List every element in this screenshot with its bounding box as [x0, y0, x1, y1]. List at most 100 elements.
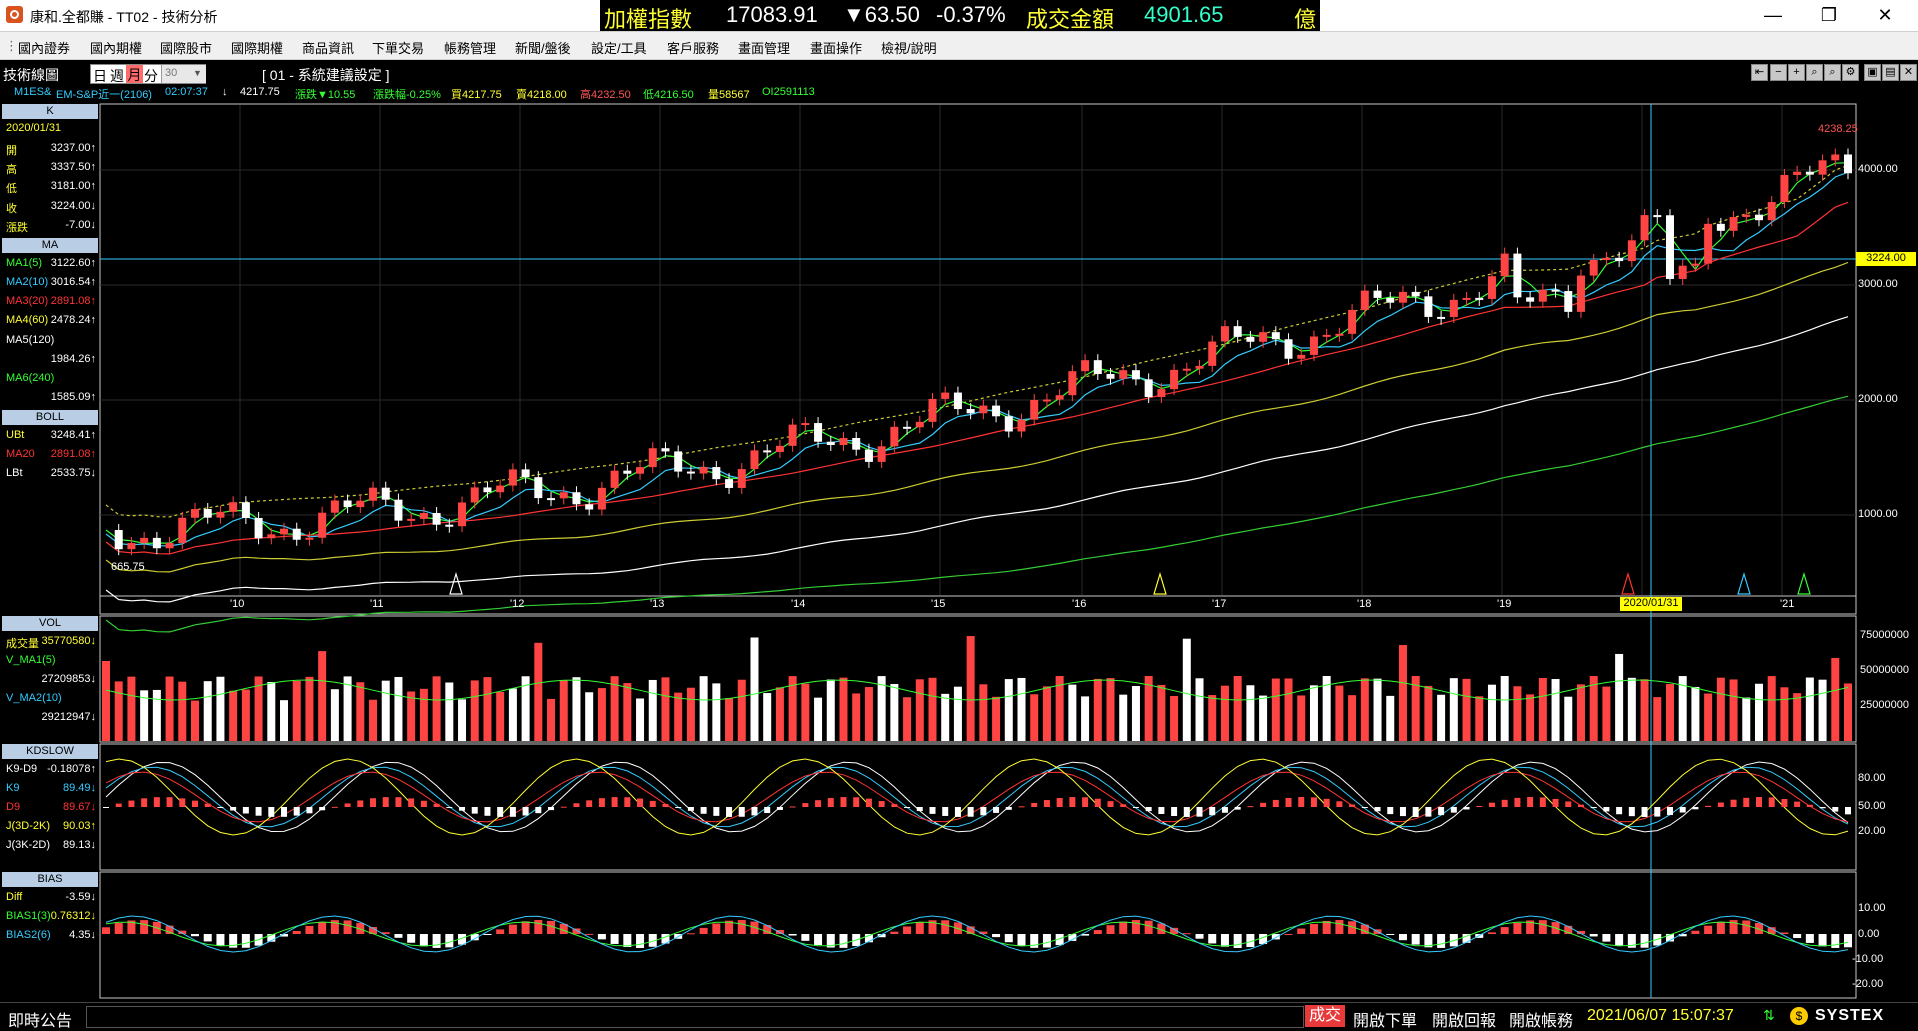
brand-logo: SYSTEX: [1815, 1007, 1885, 1024]
menu-item[interactable]: 商品資訊: [302, 41, 355, 56]
menu-item[interactable]: 國際期權: [231, 41, 284, 56]
open-order-button[interactable]: 開啟下單: [1353, 1013, 1418, 1030]
kd-hist-bar: [815, 800, 822, 807]
candle-body: [1437, 316, 1446, 319]
menu-item[interactable]: 畫面管理: [738, 41, 791, 56]
menu-item[interactable]: 國際股市: [160, 41, 213, 56]
chevron-down-icon: ▼: [193, 68, 202, 78]
low-price: 低4216.50: [643, 89, 694, 101]
minute-select[interactable]: 30 ▼: [161, 65, 206, 83]
menu-item[interactable]: 設定/工具: [591, 41, 647, 56]
candle-body: [1538, 289, 1547, 302]
bias-bar: [1220, 934, 1229, 947]
bias-bar: [1589, 934, 1598, 937]
candle-body: [801, 423, 810, 426]
minimize-button[interactable]: —: [1764, 5, 1782, 25]
bias-bar: [1386, 934, 1395, 935]
candle-body: [127, 543, 136, 550]
volume-bar: [1589, 676, 1598, 741]
x-axis-label: '11: [370, 598, 384, 610]
magnify-icon[interactable]: ⌕: [1824, 64, 1841, 81]
kd-hist-bar: [1565, 801, 1572, 807]
bias-bar: [1081, 934, 1090, 936]
kd-hist-bar: [115, 803, 122, 807]
menu-item[interactable]: 畫面操作: [810, 41, 863, 56]
current-price-marker: 3224.00: [1856, 252, 1916, 266]
k-panel-header: K: [2, 104, 98, 119]
zoom-minus-icon[interactable]: −: [1770, 64, 1787, 81]
j2-line: [105, 761, 1849, 833]
k9-value: 89.49↓: [62, 782, 96, 794]
candle-body: [1322, 334, 1331, 337]
candle-body: [979, 405, 988, 414]
period-minute-button[interactable]: 分: [144, 68, 158, 84]
close-button[interactable]: ✕: [1877, 5, 1893, 25]
bias-bar: [343, 920, 352, 934]
menu-item[interactable]: 新聞/盤後: [515, 41, 571, 56]
volume-bar: [864, 687, 873, 741]
volume-bar: [1017, 677, 1026, 741]
candle-body: [470, 487, 479, 503]
close-icon[interactable]: ✕: [1900, 64, 1917, 81]
volume-bar: [521, 676, 530, 741]
bias-bar: [890, 931, 899, 934]
menu-item[interactable]: 客戶服務: [667, 41, 720, 56]
volume-bar: [1004, 679, 1013, 741]
candle-body: [1742, 214, 1751, 217]
candle-body: [254, 517, 263, 539]
settings-icon[interactable]: ⚙: [1842, 64, 1859, 81]
menu-item[interactable]: 下單交易: [372, 41, 425, 56]
menu-item[interactable]: 檢視/說明: [881, 41, 937, 56]
candle-body: [1678, 265, 1687, 279]
volume-bar: [318, 651, 327, 741]
candle-body: [508, 469, 517, 486]
boll-lower-value: 2533.75↓: [50, 467, 96, 479]
bias1-label: BIAS1(3): [6, 910, 51, 922]
open-report-button[interactable]: 開啟回報: [1432, 1013, 1497, 1030]
move-left-icon[interactable]: ⇤: [1751, 64, 1768, 81]
bias-bar: [623, 934, 632, 948]
candle-body: [1157, 389, 1166, 398]
save-icon[interactable]: ▣: [1864, 64, 1881, 81]
kd-hist-bar: [1450, 807, 1457, 813]
vol-axis-tick: 25000000: [1860, 699, 1909, 711]
announcement-label[interactable]: 即時公告: [8, 1013, 73, 1030]
volume-bar: [292, 680, 301, 741]
bias-axis-tick: -20.00: [1852, 978, 1884, 990]
restore-button[interactable]: ❐: [1820, 5, 1838, 25]
zoom-plus-icon[interactable]: +: [1788, 64, 1805, 81]
bias-bar: [445, 934, 454, 948]
technical-chart[interactable]: [0, 0, 1918, 1002]
kd-hist-bar: [1310, 797, 1317, 807]
candle-body: [165, 543, 174, 549]
volume-bar: [839, 677, 848, 741]
kd-hist-bar: [293, 807, 300, 816]
candle-body: [1004, 416, 1013, 432]
kd-hist-bar: [1005, 807, 1012, 810]
menu-item[interactable]: 國內證券: [18, 41, 71, 56]
kd-hist-bar: [1209, 807, 1216, 816]
menu-item[interactable]: 國內期權: [90, 41, 143, 56]
menu-item[interactable]: 帳務管理: [444, 41, 497, 56]
bias-bar: [1348, 921, 1357, 934]
kd-hist-bar: [560, 806, 567, 808]
bias-bar: [1576, 930, 1585, 934]
candle-body: [229, 502, 238, 512]
open-account-button[interactable]: 開啟帳務: [1509, 1013, 1574, 1030]
volume-bar: [547, 698, 556, 741]
k-ma-boll-side-panel: K 2020/01/31 開 3237.00↑ 高 3337.50↑ 低 318…: [2, 104, 98, 614]
volume-bar: [229, 690, 238, 741]
indicator-setting[interactable]: [ 01 - 系統建議設定 ]: [262, 67, 390, 83]
search-icon[interactable]: ⌕: [1806, 64, 1823, 81]
trade-button[interactable]: 成交: [1305, 1005, 1345, 1027]
bias-bar: [915, 922, 924, 934]
candle-body: [1691, 263, 1700, 266]
period-day-button[interactable]: 日: [93, 68, 107, 84]
volume-bar: [1576, 684, 1585, 741]
period-month-button[interactable]: 月: [126, 65, 143, 83]
period-week-button[interactable]: 週: [110, 68, 124, 84]
kd-hist-bar: [573, 803, 580, 807]
candle-body: [992, 405, 1001, 417]
print-icon[interactable]: ▤: [1882, 64, 1899, 81]
bias-bar: [165, 925, 174, 934]
